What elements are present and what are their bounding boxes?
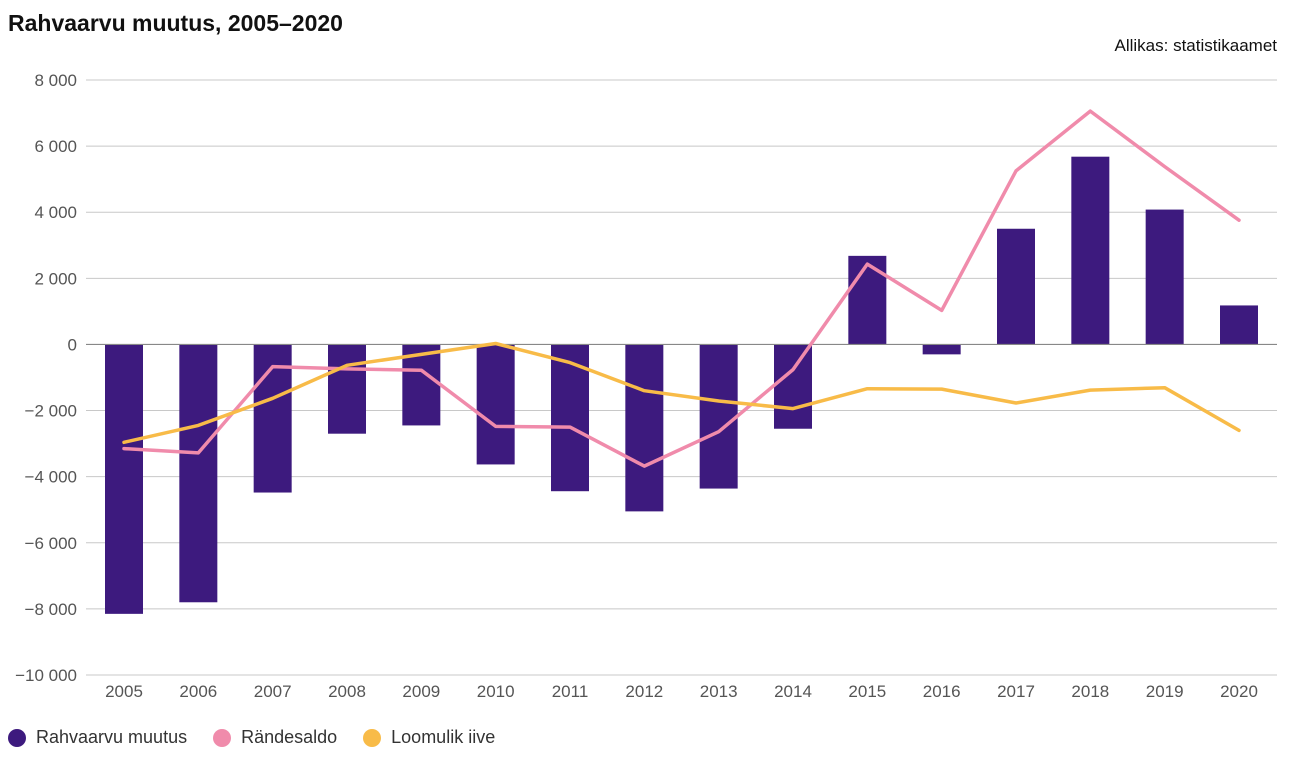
- chart-canvas: 8 000 6 000 4 000 2 000 0 −2 000 −4 000 −6 000 −…: [15, 71, 1277, 701]
- x-tick-label: 2012: [625, 682, 663, 701]
- line-series: [122, 109, 1241, 468]
- x-tick-label: 2014: [774, 682, 812, 701]
- x-tick-label: 2018: [1071, 682, 1109, 701]
- legend-label: Loomulik iive: [391, 727, 496, 747]
- legend-item-natural-increase: Loomulik iive: [363, 727, 495, 748]
- bar: [1220, 305, 1258, 345]
- y-tick-label: −4 000: [25, 468, 77, 487]
- x-tick-label: 2008: [328, 682, 366, 701]
- y-tick-label: −10 000: [15, 666, 77, 685]
- bar: [997, 228, 1035, 345]
- bar: [625, 344, 664, 512]
- x-axis-ticks: 2005 2006 2007 2008 2009 2010 2011 2012 2013 2014…: [105, 682, 1258, 701]
- x-tick-label: 2009: [402, 682, 440, 701]
- x-tick-label: 2015: [848, 682, 886, 701]
- x-tick-label: 2013: [700, 682, 738, 701]
- x-tick-label: 2007: [254, 682, 292, 701]
- bar: [328, 344, 366, 434]
- x-tick-label: 2017: [997, 682, 1035, 701]
- source-note: Allikas: statistikaamet: [1114, 36, 1278, 55]
- bar: [848, 255, 887, 345]
- y-tick-label: 4 000: [34, 203, 77, 222]
- legend-item-population-change: Rahvaarvu muutus: [8, 727, 187, 748]
- y-tick-label: 6 000: [34, 137, 77, 156]
- x-tick-label: 2019: [1146, 682, 1184, 701]
- chart-title: Rahvaarvu muutus, 2005–2020: [8, 10, 343, 36]
- bar: [105, 344, 143, 614]
- bar: [179, 344, 218, 603]
- y-tick-label: 0: [68, 335, 77, 354]
- legend-dot-icon: [213, 728, 232, 747]
- legend-dot-icon: [363, 728, 382, 747]
- y-tick-label: −8 000: [25, 600, 77, 619]
- y-tick-label: 8 000: [34, 71, 77, 90]
- y-tick-label: 2 000: [34, 269, 77, 288]
- bar: [476, 344, 515, 465]
- bar: [1071, 156, 1110, 345]
- bar: [774, 344, 812, 429]
- legend-label: Rändesaldo: [241, 727, 338, 747]
- y-axis-ticks: 8 000 6 000 4 000 2 000 0 −2 000 −4 000 −6 000 −…: [15, 71, 77, 685]
- migration-line: [122, 109, 1241, 468]
- legend-dot-icon: [8, 728, 26, 747]
- x-tick-label: 2020: [1220, 682, 1258, 701]
- x-tick-label: 2006: [179, 682, 217, 701]
- bar-series: [105, 156, 1258, 614]
- bar: [1145, 209, 1184, 345]
- x-tick-label: 2011: [552, 682, 589, 701]
- natural-increase-line: [122, 341, 1241, 445]
- y-tick-label: −2 000: [25, 402, 77, 421]
- legend: Rahvaarvu muutus Rändesaldo Loomulik iiv…: [8, 727, 521, 748]
- x-tick-label: 2005: [105, 682, 143, 701]
- y-tick-label: −6 000: [25, 534, 77, 553]
- legend-label: Rahvaarvu muutus: [36, 727, 188, 747]
- bar: [699, 344, 738, 489]
- x-tick-label: 2010: [477, 682, 515, 701]
- x-tick-label: 2016: [923, 682, 961, 701]
- bar: [922, 344, 961, 355]
- legend-item-migration: Rändesaldo: [213, 727, 337, 748]
